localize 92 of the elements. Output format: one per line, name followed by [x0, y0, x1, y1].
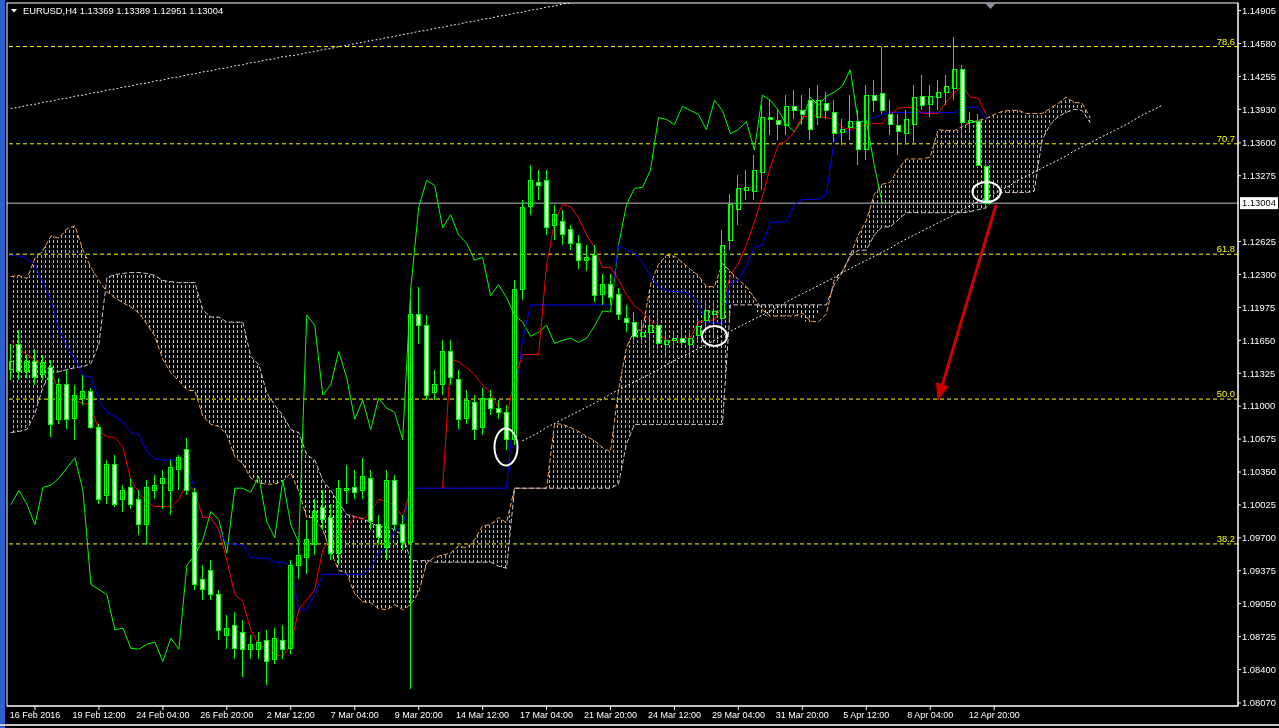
candlestick — [440, 340, 446, 396]
candlestick — [847, 95, 853, 140]
candlestick — [24, 354, 30, 378]
candlestick — [120, 485, 126, 512]
candlestick — [727, 194, 733, 251]
y-tick-label: 1.14905 — [1242, 4, 1276, 16]
y-tick-label: 1.08070 — [1242, 697, 1276, 709]
candlestick — [935, 79, 941, 111]
candlestick — [639, 320, 645, 345]
candlestick — [528, 165, 534, 215]
x-tick-label: 2 Mar 12:00 — [266, 710, 315, 721]
x-tick-label: 8 Apr 04:00 — [907, 710, 954, 721]
candlestick — [168, 459, 174, 515]
candlestick — [336, 480, 342, 566]
candlestick — [176, 454, 182, 491]
x-tick-label: 16 Feb 2016 — [9, 710, 61, 721]
y-tick-label: 1.12300 — [1242, 268, 1276, 280]
y-tick-label: 1.10350 — [1242, 466, 1276, 478]
candlestick — [839, 119, 845, 145]
annotation: 38.2 — [1216, 532, 1235, 544]
x-tick-label: 14 Mar 12:00 — [456, 710, 510, 721]
candlestick — [743, 170, 749, 200]
candlestick — [248, 635, 254, 660]
x-tick-label: 26 Feb 20:00 — [200, 710, 254, 721]
x-tick-label: 21 Mar 20:00 — [583, 710, 638, 721]
candlestick — [687, 330, 693, 355]
y-tick-label: 1.10025 — [1242, 499, 1276, 511]
candlestick — [552, 204, 558, 241]
candlestick — [536, 170, 542, 200]
line-series — [522, 104, 1163, 442]
x-tick-label: 9 Mar 20:00 — [394, 710, 443, 721]
candlestick — [296, 539, 302, 580]
candlestick — [512, 279, 518, 445]
y-tick-label: 1.13600 — [1242, 137, 1276, 149]
candlestick — [40, 354, 46, 380]
candlestick — [56, 377, 62, 425]
candlestick — [584, 245, 590, 272]
candlestick — [104, 459, 110, 505]
y-tick-label: 1.12625 — [1242, 235, 1276, 247]
x-tick-label: 31 Mar 20:00 — [775, 710, 829, 721]
y-tick-label: 1.11000 — [1242, 400, 1276, 412]
candlestick — [751, 154, 757, 200]
ref-line-label: 1.13004 — [1242, 197, 1276, 209]
x-tick-label: 17 Mar 04:00 — [520, 710, 574, 721]
x-tick-label: 24 Feb 04:00 — [136, 710, 190, 721]
annotation: 61.8 — [1216, 243, 1235, 255]
candlestick — [304, 519, 310, 575]
candlestick — [72, 384, 78, 440]
candlestick — [647, 314, 653, 355]
candlestick — [8, 344, 14, 380]
y-tick-label: 1.09375 — [1242, 565, 1276, 577]
candlestick — [256, 632, 262, 660]
candlestick — [464, 389, 470, 425]
y-tick-label: 1.09050 — [1242, 598, 1276, 610]
candlestick — [767, 100, 773, 135]
candlestick — [312, 499, 318, 556]
candlestick — [911, 85, 917, 145]
x-tick-label: 12 Apr 20:00 — [968, 710, 1020, 721]
candlestick — [344, 464, 350, 505]
candlestick — [783, 95, 789, 135]
candlestick — [152, 475, 158, 500]
chart-title: EURUSD,H4 1.13369 1.13389 1.12951 1.13004 — [23, 5, 224, 16]
annotation: 70.7 — [1216, 132, 1235, 144]
y-tick-label: 1.13930 — [1242, 103, 1276, 115]
y-tick-label: 1.13275 — [1242, 170, 1276, 182]
x-tick-label: 24 Mar 12:00 — [647, 710, 701, 721]
y-tick-label: 1.08400 — [1242, 663, 1276, 675]
candlestick — [272, 628, 278, 665]
candlestick — [600, 274, 606, 305]
candlestick — [384, 469, 390, 561]
y-tick-label: 1.11325 — [1242, 367, 1276, 379]
candlestick — [719, 229, 725, 331]
y-tick-label: 1.10675 — [1242, 433, 1276, 445]
y-tick-label: 1.09700 — [1242, 532, 1276, 544]
candlestick — [903, 110, 909, 145]
annotation: 50.0 — [1216, 388, 1235, 400]
y-tick-label: 1.11650 — [1242, 334, 1276, 346]
x-tick-label: 29 Mar 04:00 — [711, 710, 765, 721]
candlestick — [759, 105, 765, 191]
y-tick-label: 1.14580 — [1242, 37, 1276, 49]
annotation: 78.6 — [1216, 35, 1235, 47]
y-tick-label: 1.11975 — [1242, 301, 1276, 313]
y-tick-label: 1.08725 — [1242, 630, 1276, 642]
x-tick-label: 5 Apr 12:00 — [843, 710, 890, 721]
x-tick-label: 19 Feb 12:00 — [72, 710, 126, 721]
candlestick — [144, 480, 150, 545]
candlestick — [360, 457, 366, 500]
candlestick — [288, 560, 294, 655]
x-tick-label: 7 Mar 04:00 — [330, 710, 379, 721]
y-tick-label: 1.14255 — [1242, 70, 1276, 82]
candlestick — [480, 387, 486, 435]
candlestick — [520, 199, 526, 300]
